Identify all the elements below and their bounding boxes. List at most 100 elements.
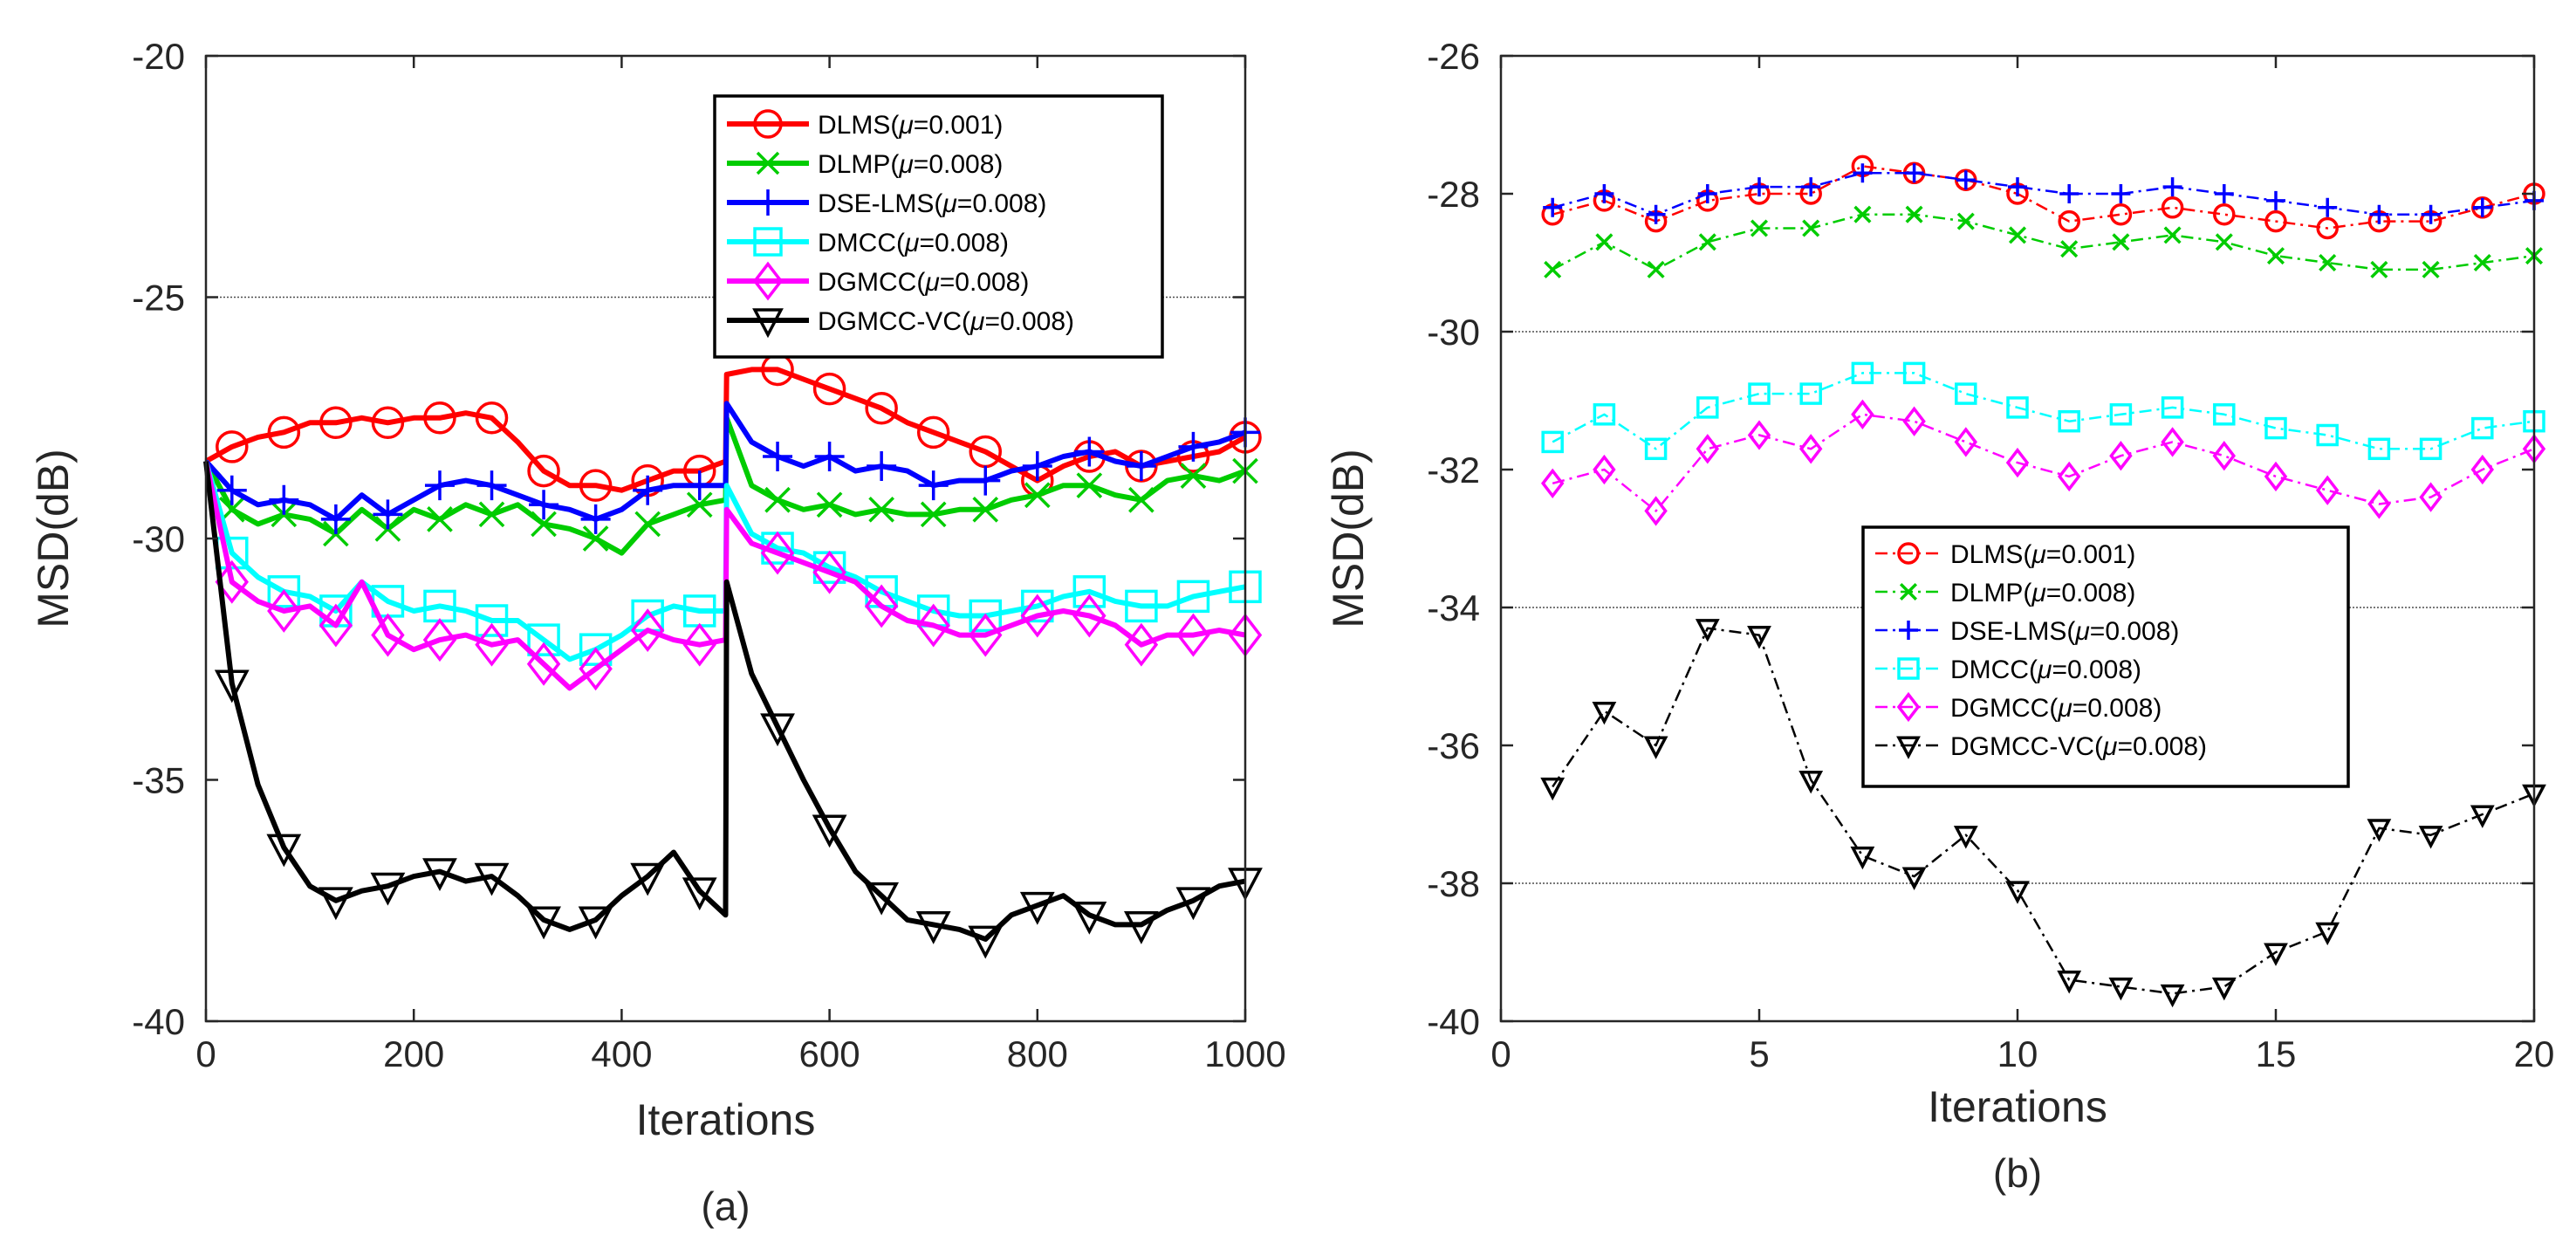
data-point (760, 713, 795, 747)
data-point (1072, 575, 1106, 608)
legend-series-name: DGMCC-VC (818, 307, 962, 336)
data-point (2215, 233, 2233, 251)
panel-a-chart: 0 200 400 600 800 1000 -40 -35 -30 -25 -20 Iteratio… (29, 36, 1286, 1229)
data-point (2160, 984, 2185, 1008)
legend-item: DLMP(μ=0.008) (1875, 579, 2135, 607)
legend-mu-symbol: μ (898, 111, 913, 140)
legend-item: DMCC(μ=0.008) (1875, 655, 2141, 684)
data-point (634, 511, 661, 538)
legend-paren: ( (2023, 540, 2031, 569)
legend-mu-value: =0.008) (957, 189, 1047, 218)
data-point (1646, 204, 1666, 224)
legend-item: DLMP(μ=0.008) (727, 150, 1003, 179)
data-point (816, 491, 843, 518)
legend-marker (1899, 621, 1918, 640)
data-point (2161, 427, 2184, 457)
legend-series-name: DMCC (1950, 655, 2029, 684)
y-tick-label: -34 (1427, 587, 1480, 628)
data-point (1956, 212, 1975, 230)
data-point (1072, 901, 1107, 935)
data-point (915, 911, 951, 944)
legend-mu-value: =0.008) (914, 150, 1004, 179)
data-point (1799, 382, 1822, 405)
legend-mu-symbol: μ (2037, 655, 2052, 684)
legend-item: DGMCC(μ=0.008) (1875, 691, 2162, 723)
legend-label: DMCC(μ=0.008) (1950, 655, 2141, 684)
legend-paren: ( (890, 150, 899, 179)
data-point (1851, 399, 1874, 429)
legend-mu-symbol: μ (2074, 617, 2089, 646)
legend-label: DGMCC(μ=0.008) (1950, 694, 2162, 723)
legend-mu-value: =0.008) (2046, 579, 2136, 607)
data-point (1074, 436, 1105, 467)
data-point (1543, 197, 1563, 217)
data-point (267, 415, 301, 450)
legend-paren: ( (2023, 579, 2031, 607)
legend-label: DSE-LMS(μ=0.008) (818, 189, 1046, 218)
x-tick-label: 400 (591, 1033, 652, 1074)
data-point (1748, 382, 1771, 405)
legend-series-name: DGMCC (818, 268, 916, 297)
data-point (318, 887, 353, 921)
data-point (2112, 233, 2130, 251)
data-point (760, 531, 795, 575)
y-tick-label: -28 (1427, 174, 1480, 215)
data-point (267, 588, 301, 633)
legend-series-name: DMCC (818, 229, 896, 257)
data-point (1647, 260, 1665, 278)
data-point (579, 633, 613, 666)
data-point (630, 862, 666, 896)
data-point (1697, 184, 1717, 203)
data-point (1954, 427, 1978, 457)
legend-mu-symbol: μ (2057, 694, 2072, 723)
data-point (812, 814, 847, 848)
legend-item: DLMS(μ=0.001) (727, 109, 1003, 140)
data-point (1175, 887, 1211, 921)
data-point (864, 882, 900, 916)
legend-mu-symbol: μ (942, 189, 956, 218)
legend-label: DSE-LMS(μ=0.008) (1950, 617, 2179, 646)
legend-item: DLMS(μ=0.001) (1875, 540, 2135, 569)
y-tick-label: -30 (1427, 312, 1480, 353)
data-point (2319, 253, 2337, 272)
data-point (2211, 977, 2237, 1001)
data-point (2472, 197, 2492, 217)
data-point (1747, 420, 1771, 450)
data-point (2214, 184, 2234, 203)
series-line (1552, 627, 2535, 995)
legend-item: DGMCC-VC(μ=0.008) (1875, 732, 2207, 761)
data-point (2315, 475, 2340, 505)
data-point (1176, 613, 1210, 657)
data-point (1643, 736, 1668, 759)
x-tick-label: 20 (2514, 1033, 2555, 1074)
data-point (1695, 619, 1720, 642)
legend-mu-symbol: μ (2031, 540, 2045, 569)
data-point (1798, 434, 1823, 464)
data-point (763, 441, 793, 471)
data-point (579, 469, 613, 502)
x-tick-label: 5 (1749, 1033, 1769, 1074)
data-point (2370, 260, 2388, 278)
data-point (633, 475, 663, 505)
data-point (475, 401, 509, 435)
legend-item: DGMCC(μ=0.008) (727, 261, 1029, 301)
data-point (1593, 403, 1616, 426)
data-point (373, 499, 403, 530)
data-point (529, 490, 559, 520)
data-point (216, 475, 247, 505)
data-point (578, 906, 613, 940)
data-point (2213, 202, 2236, 226)
legend-mu-symbol: μ (898, 150, 913, 179)
x-tick-label: 15 (2256, 1033, 2297, 1074)
data-point (2163, 226, 2182, 244)
series-line (203, 401, 1247, 522)
x-axis-label: Iterations (636, 1095, 816, 1144)
data-point (2318, 197, 2338, 217)
legend-mu-value: =0.008) (2052, 655, 2141, 684)
data-point (319, 406, 353, 440)
x-tick-label: 600 (799, 1033, 860, 1074)
legend-series-name: DSE-LMS (1950, 617, 2066, 646)
data-point (1955, 382, 1977, 405)
data-point (1544, 260, 1562, 278)
